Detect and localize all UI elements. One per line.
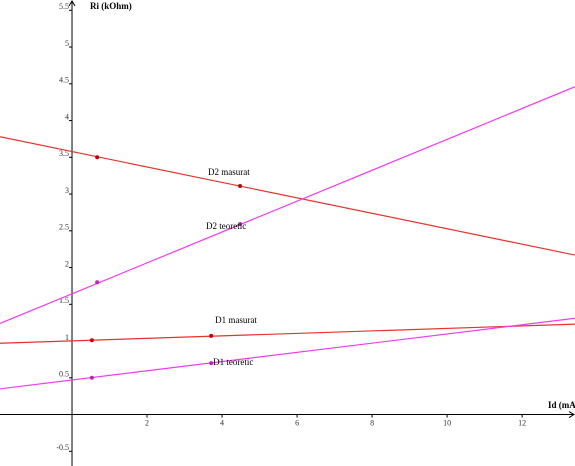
data-point [95,280,100,285]
y-axis-label: Ri (kOhm) [90,1,132,11]
data-point [238,183,243,188]
series-line [0,317,575,390]
y-tick-label: -0.5 [56,443,69,452]
data-point [238,222,243,227]
series-label: D2 masurat [208,167,250,177]
x-tick-label: 2 [145,418,149,427]
y-tick-label: 2 [65,259,69,268]
series-line [0,323,575,344]
series-label: D1 teoretic [213,357,253,367]
series-label: D2 teoretic [206,221,246,231]
y-tick-label: 5 [65,39,69,48]
x-tick-label: 12 [518,418,526,427]
y-tick-label: 4.5 [59,76,69,85]
series-line [0,136,575,256]
data-point [209,333,214,338]
series-label: D1 masurat [215,315,257,325]
data-point [89,338,94,343]
y-tick-label: 3 [65,186,69,195]
y-tick-label: 0.5 [59,370,69,379]
y-axis-arrow [68,0,76,7]
x-tick-label: 10 [443,418,451,427]
x-tick-label: 6 [295,418,299,427]
data-point [89,375,94,380]
y-tick-label: 4 [65,112,69,121]
x-axis-label: Id (mA) [548,400,575,410]
x-axis-arrow [568,411,575,418]
y-tick-label: 5.5 [59,2,69,11]
x-tick-label: 4 [220,418,224,427]
y-tick-label: 1.5 [59,296,69,305]
data-point [95,155,100,160]
data-point [209,361,214,366]
y-tick-label: 3.5 [59,149,69,158]
series-line [0,86,575,324]
y-tick-label: 2.5 [59,223,69,232]
x-tick-label: 8 [370,418,374,427]
y-tick-label: 1 [65,333,69,342]
